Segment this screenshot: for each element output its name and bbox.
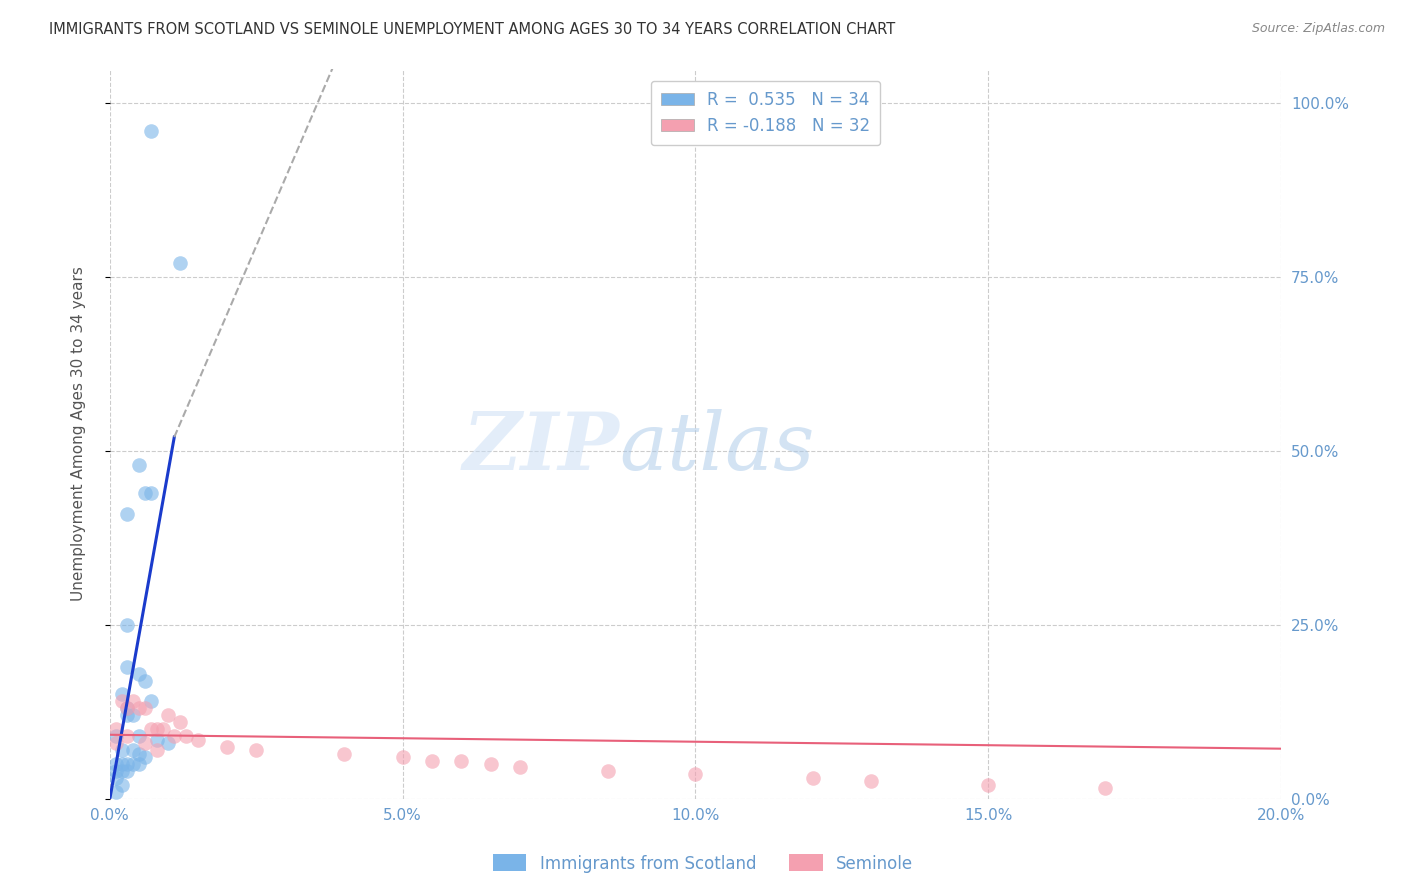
Text: atlas: atlas: [620, 409, 814, 487]
Point: [104, 723, 127, 737]
Point: [801, 771, 824, 785]
Point: [596, 764, 619, 778]
Point: [104, 771, 127, 785]
Point: [122, 743, 145, 757]
Point: [145, 723, 167, 737]
Point: [509, 760, 531, 774]
Point: [152, 723, 174, 737]
Point: [245, 743, 267, 757]
Point: [420, 754, 443, 768]
Point: [169, 256, 191, 270]
Point: [174, 729, 197, 743]
Point: [110, 764, 132, 778]
Point: [685, 767, 707, 781]
Point: [187, 732, 209, 747]
Point: [860, 774, 883, 789]
Point: [134, 750, 156, 764]
Point: [139, 723, 162, 737]
Point: [977, 778, 1000, 792]
Point: [117, 756, 139, 771]
Point: [117, 507, 139, 521]
Point: [391, 750, 413, 764]
Point: [110, 743, 132, 757]
Point: [450, 754, 472, 768]
Point: [117, 701, 139, 715]
Point: [128, 701, 150, 715]
Point: [139, 124, 162, 138]
Point: [110, 756, 132, 771]
Point: [110, 688, 132, 702]
Point: [104, 785, 127, 799]
Point: [110, 694, 132, 708]
Point: [169, 715, 191, 730]
Point: [215, 739, 238, 754]
Text: Source: ZipAtlas.com: Source: ZipAtlas.com: [1251, 22, 1385, 36]
Y-axis label: Unemployment Among Ages 30 to 34 years: Unemployment Among Ages 30 to 34 years: [72, 266, 86, 601]
Point: [117, 729, 139, 743]
Point: [122, 694, 145, 708]
Point: [157, 736, 180, 750]
Point: [104, 729, 127, 743]
Text: ZIP: ZIP: [463, 409, 620, 487]
Point: [122, 708, 145, 723]
Point: [139, 694, 162, 708]
Point: [128, 729, 150, 743]
Point: [104, 756, 127, 771]
Point: [117, 618, 139, 632]
Point: [145, 732, 167, 747]
Point: [134, 673, 156, 688]
Point: [163, 729, 186, 743]
Point: [128, 747, 150, 761]
Point: [117, 708, 139, 723]
Point: [117, 659, 139, 673]
Legend: Immigrants from Scotland, Seminole: Immigrants from Scotland, Seminole: [486, 847, 920, 880]
Point: [157, 708, 180, 723]
Text: IMMIGRANTS FROM SCOTLAND VS SEMINOLE UNEMPLOYMENT AMONG AGES 30 TO 34 YEARS CORR: IMMIGRANTS FROM SCOTLAND VS SEMINOLE UNE…: [49, 22, 896, 37]
Legend: R =  0.535   N = 34, R = -0.188   N = 32: R = 0.535 N = 34, R = -0.188 N = 32: [651, 80, 880, 145]
Point: [128, 458, 150, 472]
Point: [104, 736, 127, 750]
Point: [1094, 781, 1116, 796]
Point: [333, 747, 356, 761]
Point: [128, 666, 150, 681]
Point: [117, 701, 139, 715]
Point: [128, 756, 150, 771]
Point: [479, 756, 502, 771]
Point: [110, 778, 132, 792]
Point: [122, 756, 145, 771]
Point: [104, 764, 127, 778]
Point: [134, 485, 156, 500]
Point: [145, 743, 167, 757]
Point: [134, 736, 156, 750]
Point: [117, 764, 139, 778]
Point: [139, 485, 162, 500]
Point: [134, 701, 156, 715]
